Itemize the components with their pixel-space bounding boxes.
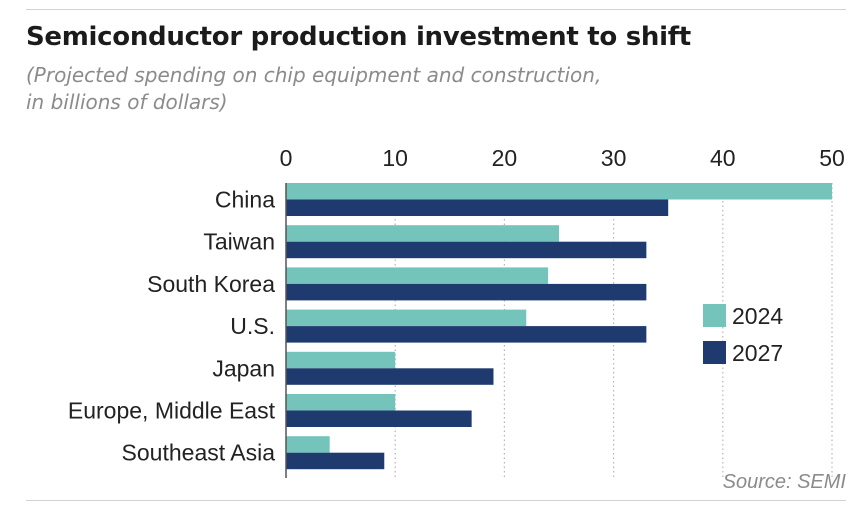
- x-tick-label: 40: [710, 145, 736, 171]
- bottom-rule: [26, 500, 846, 501]
- bar-2024: [286, 225, 559, 242]
- legend-label: 2024: [732, 303, 783, 329]
- legend-swatch: [703, 304, 726, 327]
- bar-2024: [286, 351, 396, 369]
- bar-2024: [286, 436, 330, 453]
- category-label: Taiwan: [203, 229, 275, 255]
- bar-2027: [286, 452, 385, 470]
- category-label: South Korea: [147, 271, 275, 297]
- chart-title: Semiconductor production investment to s…: [26, 22, 691, 52]
- bar-2024: [286, 267, 549, 284]
- bar-2024: [286, 309, 527, 327]
- subtitle-line-2: in billions of dollars): [26, 90, 228, 114]
- bar-2027: [286, 199, 669, 216]
- x-tick-label: 0: [280, 145, 293, 171]
- bar-2027: [286, 326, 647, 343]
- legend: 2024 2027: [703, 303, 783, 366]
- category-label: Southeast Asia: [122, 440, 276, 466]
- legend-label: 2027: [732, 340, 783, 366]
- bar-2024: [286, 183, 832, 200]
- source-note: Source: SEMI: [723, 471, 847, 493]
- x-tick-labels: 0 10 20 30 40 50: [280, 145, 845, 171]
- bar-2024: [286, 394, 396, 411]
- x-tick-label: 20: [492, 145, 518, 171]
- category-label: U.S.: [230, 313, 275, 339]
- x-tick-label: 10: [382, 145, 408, 171]
- legend-swatch: [703, 341, 726, 364]
- subtitle-line-1: (Projected spending on chip equipment an…: [26, 63, 602, 87]
- bar-2027: [286, 283, 647, 301]
- bar-2027: [286, 368, 494, 385]
- category-label: Europe, Middle East: [68, 398, 276, 424]
- x-tick-label: 30: [601, 145, 627, 171]
- bar-2027: [286, 241, 647, 259]
- chart-subtitle: (Projected spending on chip equipment an…: [26, 62, 786, 116]
- category-labels: China Taiwan South Korea U.S. Japan Europe, M…: [68, 187, 276, 466]
- bars: [286, 183, 832, 470]
- top-rule: [26, 9, 846, 10]
- category-label: Japan: [212, 355, 275, 381]
- x-tick-label: 50: [819, 145, 845, 171]
- category-label: China: [215, 187, 275, 213]
- bar-2027: [286, 410, 472, 427]
